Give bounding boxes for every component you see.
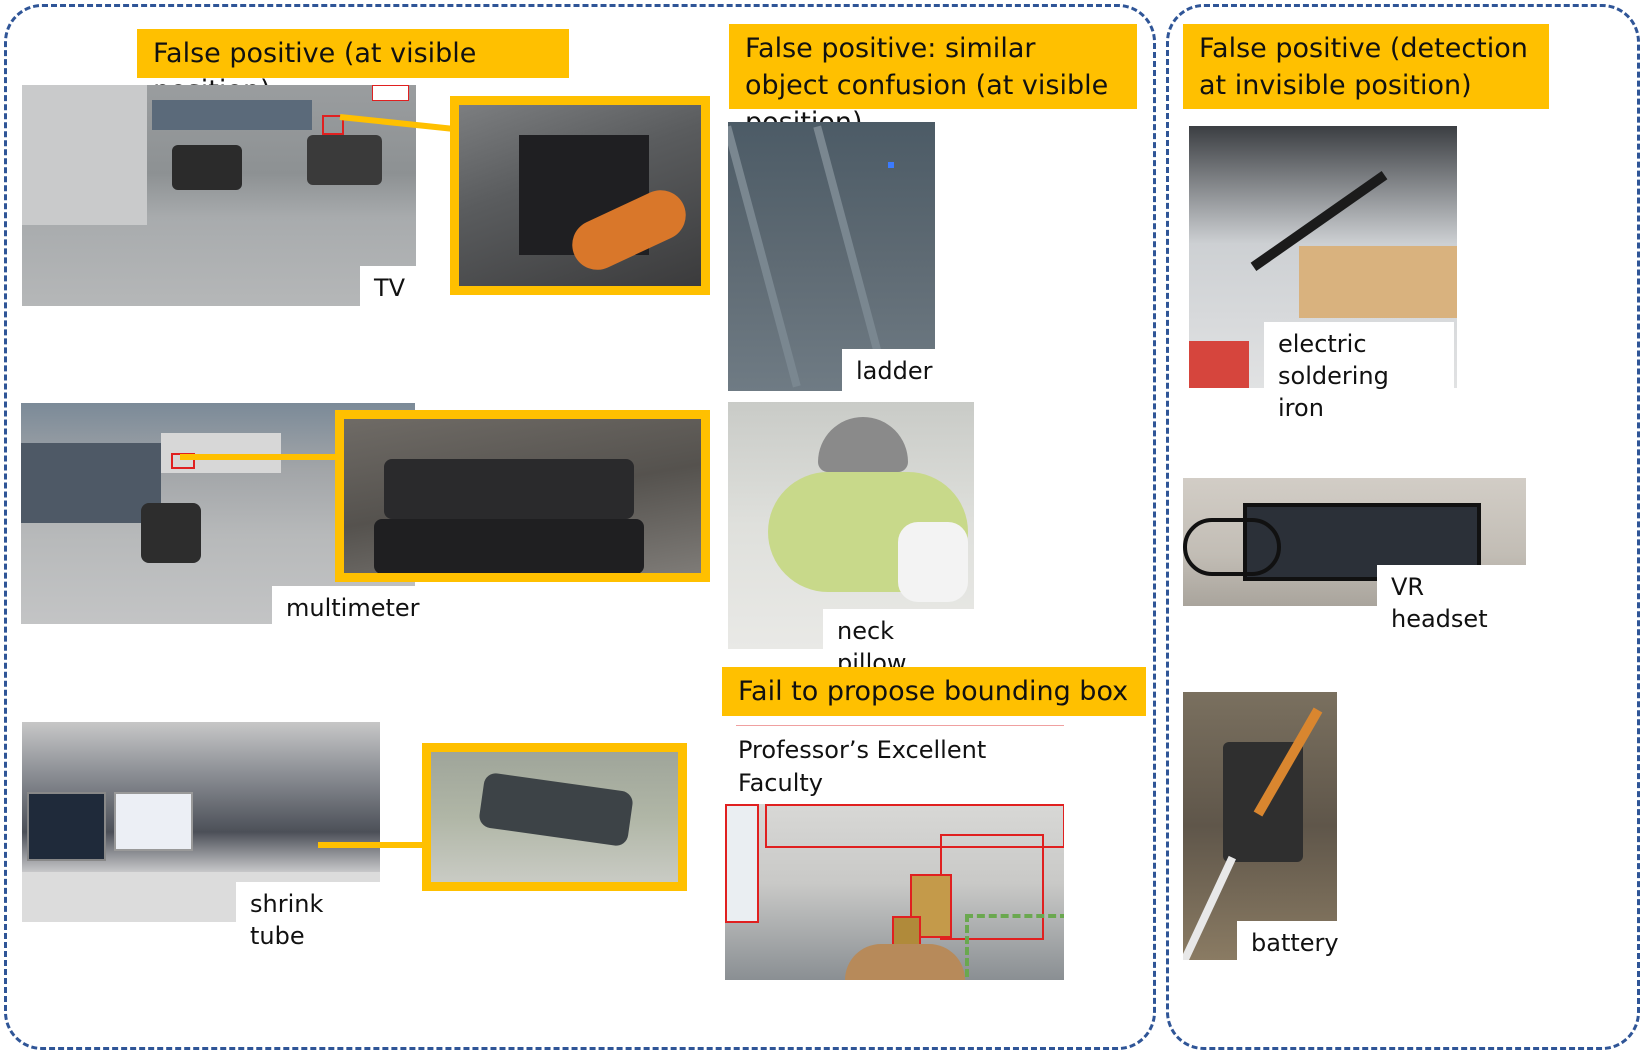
zoom-shrink-tube (422, 743, 687, 891)
label-shrink-tube: shrink tube (236, 882, 380, 950)
label-battery: battery (1237, 921, 1339, 963)
label-vr-headset: VR headset (1377, 565, 1526, 633)
header-fail-bbox: Fail to propose bounding box (722, 667, 1146, 716)
label-multimeter: multimeter (272, 586, 420, 628)
label-soldering-iron: electric soldering iron (1264, 322, 1454, 422)
label-neck-pillow: neck pillow (823, 609, 974, 677)
header-similar-object: False positive: similar object confusion… (729, 24, 1137, 138)
header-visible-fp: False positive (at visible position) (137, 29, 569, 106)
tv-scene-photo (22, 85, 416, 306)
right-panel (1166, 4, 1640, 1050)
zoom-tv (450, 96, 710, 295)
divider-line (736, 725, 1064, 726)
label-tv: TV (360, 266, 416, 308)
label-ladder: ladder (842, 349, 938, 391)
fail-caption: Professor’s Excellent Faculty Award (738, 736, 987, 830)
connector-shrink-tube (318, 842, 428, 848)
fail-scene-photo (725, 804, 1064, 980)
battery-photo (1183, 692, 1337, 960)
neck-pillow-photo (728, 402, 974, 649)
ladder-photo (728, 122, 935, 391)
connector-multimeter (180, 454, 340, 460)
left-panel (4, 4, 1156, 1050)
zoom-multimeter (335, 410, 710, 582)
header-invisible-position: False positive (detection at invisible p… (1183, 24, 1549, 109)
